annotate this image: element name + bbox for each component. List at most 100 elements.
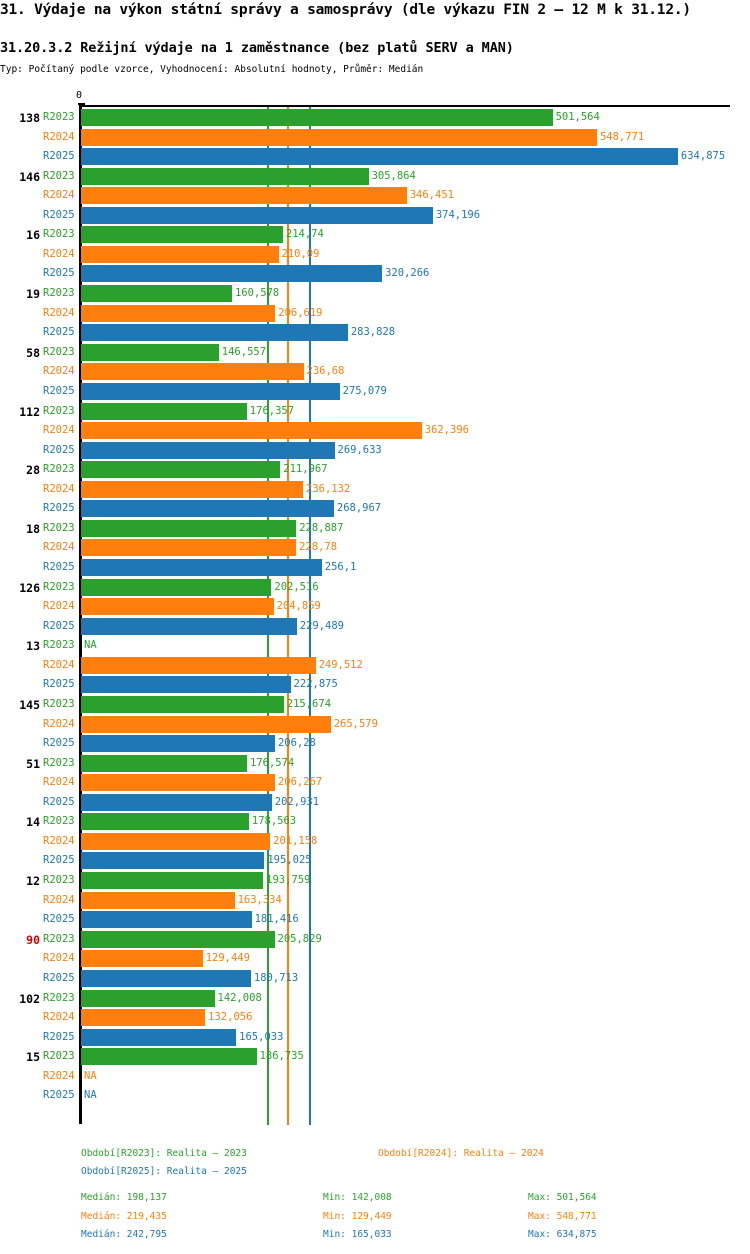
bar-row: R2024 132,056 [0,1009,750,1027]
bar-value: 211,967 [283,463,328,476]
bar[interactable] [81,813,249,831]
category-label[interactable]: 90 [26,932,40,947]
bar[interactable] [81,1048,257,1066]
bar[interactable] [81,109,553,126]
series-label: R2025 [43,737,75,750]
category-label[interactable]: 18 [26,521,40,536]
category-label[interactable]: 112 [19,404,40,419]
category-label[interactable]: 102 [19,991,40,1006]
bar-row: R2023 146,557 [0,343,750,361]
bar[interactable] [81,382,340,400]
bar[interactable] [81,617,297,635]
bar-value: 275,079 [342,384,387,397]
bar-value: 142,008 [217,991,262,1004]
category-label[interactable]: 15 [26,1050,40,1065]
bar[interactable] [81,911,252,929]
bar[interactable] [81,519,297,537]
bar-value: 634,875 [680,150,726,163]
bar[interactable] [81,872,264,890]
bar[interactable] [81,1009,206,1027]
bar[interactable] [81,539,297,557]
bar[interactable] [81,598,274,616]
category-label[interactable]: 19 [26,287,40,302]
bar-value: 228,78 [299,541,338,554]
category-label[interactable]: 58 [26,345,40,360]
series-label: R2023 [43,345,75,358]
bar-value: 548,771 [599,130,645,143]
bar-value: 215,674 [286,698,332,710]
bar[interactable] [81,441,335,459]
bar-value: 229,489 [299,619,345,632]
category-label[interactable]: 145 [19,698,40,712]
bar[interactable] [81,206,433,224]
bar[interactable] [81,891,235,909]
bar[interactable] [81,343,219,361]
series-label: R2024 [43,189,75,202]
bar[interactable] [81,578,272,596]
bar[interactable] [81,1028,237,1046]
bar[interactable] [81,480,303,498]
bar[interactable] [81,715,331,733]
bar[interactable] [81,245,279,263]
axis-tick-mark [78,103,85,105]
bar-value: 206,267 [277,776,323,789]
bar[interactable] [81,930,275,948]
series-label: R2024 [43,1069,75,1082]
bar[interactable] [81,285,232,303]
series-label: R2023 [43,580,75,593]
bar[interactable] [81,969,251,987]
bar[interactable] [81,950,203,968]
bar[interactable] [81,363,304,381]
category-label[interactable]: 138 [19,111,40,125]
bar[interactable] [81,304,276,322]
bar[interactable] [81,852,265,870]
category-label[interactable]: 13 [26,639,40,654]
bar[interactable] [81,774,275,792]
legend-max: Max: 501,564 [528,1192,597,1203]
bar[interactable] [81,500,334,518]
bar[interactable] [81,832,271,850]
bar[interactable] [81,187,407,205]
category-label[interactable]: 51 [26,756,40,771]
bar[interactable] [81,989,215,1007]
bar[interactable] [81,461,281,479]
bar[interactable] [81,402,247,420]
category-label[interactable]: 146 [19,169,40,184]
bar[interactable] [81,754,247,772]
series-label: R2025 [43,443,75,456]
series-label: R2023 [43,111,75,123]
bar-row: R2025 275,079 [0,382,750,400]
category-label[interactable]: 126 [19,580,40,595]
bar[interactable] [81,265,383,283]
median-gridline-r2024 [287,107,289,1125]
bar[interactable] [81,793,272,811]
category-label[interactable]: 12 [26,874,40,889]
category-label[interactable]: 28 [26,463,40,478]
bar-value: 256,1 [324,560,357,573]
bar[interactable] [81,696,284,713]
axis-top-line [79,105,730,107]
bar-row: R2025 269,633 [0,441,750,459]
category-label[interactable]: 14 [26,815,40,830]
bar-value: 186,735 [259,1050,304,1063]
bar-row: R2023 193,759 [0,872,750,890]
median-gridline-r2023 [267,107,269,1125]
series-label: R2025 [43,913,75,926]
bar[interactable] [81,558,322,576]
bar[interactable] [81,656,316,674]
bar[interactable] [81,226,283,244]
category-label[interactable]: 16 [26,228,40,243]
bar[interactable] [81,167,369,185]
legend-median: Medián: 242,795 [81,1229,167,1240]
bar-row: R2025 NA [0,1087,750,1104]
bar-value-na: NA [84,639,97,652]
bar[interactable] [81,148,678,166]
bar-value: 236,132 [306,482,351,495]
bar[interactable] [81,422,422,440]
bar-row: R2025 256,1 [0,558,750,576]
bar-group: 126 R2023 202,516 R2024 204,859 R2025 229,489 [0,578,750,638]
bar[interactable] [81,324,348,342]
bar[interactable] [81,676,291,694]
bar[interactable] [81,128,597,146]
bar[interactable] [81,735,275,753]
